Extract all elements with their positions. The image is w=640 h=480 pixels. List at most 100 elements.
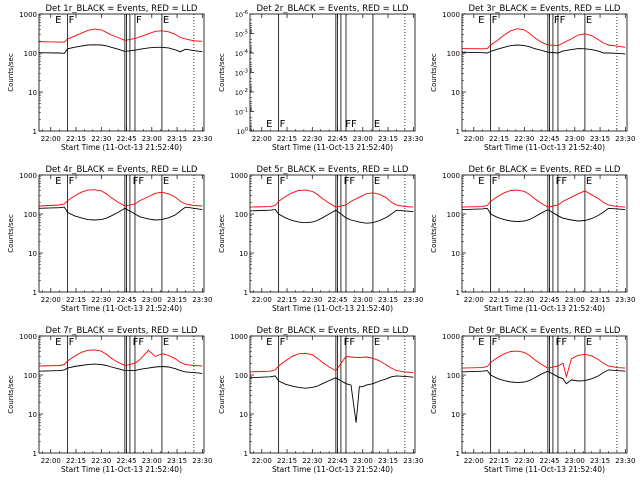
x-tick-label: 22:30 xyxy=(302,135,322,143)
x-tick-label: 23:15 xyxy=(590,457,610,465)
marker-label: E xyxy=(55,15,61,26)
plot-frame xyxy=(38,335,205,454)
marker-label: E xyxy=(374,337,380,348)
marker-label: E xyxy=(374,119,380,130)
y-tick-label: 100 xyxy=(237,127,248,136)
x-tick-label: 23:00 xyxy=(565,296,585,304)
y-tick-label: 10 xyxy=(451,250,460,258)
x-tick-label: 22:45 xyxy=(327,296,347,304)
y-tick-label: 10 xyxy=(451,89,460,97)
marker-label: E xyxy=(478,337,484,348)
y-axis-label: Counts/sec xyxy=(218,375,226,414)
marker-label: E xyxy=(163,337,169,348)
x-tick-label: 22:30 xyxy=(302,296,322,304)
y-tick-label: 10-3 xyxy=(235,69,248,78)
x-axis-label: Start Time (11-Oct-13 21:52:40) xyxy=(61,304,182,313)
y-tick-label: 10 xyxy=(451,411,460,419)
chart-title: Det 4r_BLACK = Events, RED = LLD xyxy=(46,165,198,175)
x-tick-label: 23:15 xyxy=(167,135,187,143)
x-tick-label: 22:00 xyxy=(252,135,272,143)
marker-label: E xyxy=(586,15,592,26)
x-tick-label: 22:00 xyxy=(464,135,484,143)
marker-label: E xyxy=(266,337,272,348)
lld-line xyxy=(461,350,626,379)
y-tick-label: 100 xyxy=(24,372,37,380)
y-tick-label: 1 xyxy=(244,450,248,458)
x-tick-label: 22:45 xyxy=(539,457,559,465)
y-tick-label: 1 xyxy=(456,289,460,297)
marker-label: F xyxy=(136,15,142,26)
marker-label: F xyxy=(492,337,498,348)
marker-label: FF xyxy=(344,337,356,348)
chart-title: Det 9r_BLACK = Events, RED = LLD xyxy=(469,326,621,336)
events-line xyxy=(38,206,203,221)
marker-label: F xyxy=(280,176,286,187)
x-tick-label: 23:15 xyxy=(378,135,398,143)
x-tick-label: 22:45 xyxy=(327,135,347,143)
x-tick-label: 22:30 xyxy=(91,296,111,304)
x-tick-label: 23:30 xyxy=(615,135,635,143)
marker-label: F xyxy=(492,15,498,26)
marker-label: FF xyxy=(554,15,566,26)
x-tick-label: 22:45 xyxy=(116,296,136,304)
x-tick-label: 23:30 xyxy=(615,457,635,465)
x-axis-label: Start Time (11-Oct-13 21:52:40) xyxy=(484,304,605,313)
y-tick-label: 1000 xyxy=(19,333,37,341)
lld-line xyxy=(38,349,203,367)
x-tick-label: 23:00 xyxy=(142,135,162,143)
y-tick-label: 1000 xyxy=(230,333,248,341)
x-tick-label: 22:00 xyxy=(464,296,484,304)
marker-label: FF xyxy=(133,337,145,348)
lld-line xyxy=(461,28,626,50)
marker-label: FF xyxy=(345,119,357,130)
y-tick-label: 100 xyxy=(447,372,460,380)
y-tick-label: 10 xyxy=(239,411,248,419)
lld-line xyxy=(38,189,203,207)
x-tick-label: 23:30 xyxy=(192,135,212,143)
events-line xyxy=(461,369,626,385)
y-tick-label: 1 xyxy=(456,450,460,458)
plot-frame xyxy=(249,335,416,454)
y-axis-label: Counts/sec xyxy=(430,214,438,253)
marker-label: FF xyxy=(556,337,568,348)
x-tick-label: 23:15 xyxy=(590,296,610,304)
lld-line xyxy=(38,28,203,43)
marker-label: F xyxy=(280,119,286,130)
x-axis-label: Start Time (11-Oct-13 21:52:40) xyxy=(272,304,393,313)
x-tick-label: 22:00 xyxy=(41,457,61,465)
x-tick-label: 22:00 xyxy=(41,135,61,143)
y-tick-label: 10-5 xyxy=(235,30,248,39)
marker-label: E xyxy=(55,176,61,187)
marker-label: E xyxy=(478,15,484,26)
y-tick-label: 1000 xyxy=(19,11,37,19)
events-line xyxy=(38,44,203,54)
x-tick-label: 22:15 xyxy=(277,296,297,304)
x-tick-label: 22:15 xyxy=(489,457,509,465)
events-line xyxy=(249,375,414,423)
y-tick-label: 100 xyxy=(235,372,248,380)
plot-frame xyxy=(461,335,628,454)
x-tick-label: 23:30 xyxy=(615,296,635,304)
y-axis-label: Counts/sec xyxy=(7,214,15,253)
x-tick-label: 22:30 xyxy=(514,296,534,304)
marker-label: E xyxy=(266,119,272,130)
x-tick-label: 23:30 xyxy=(403,135,423,143)
marker-label: E xyxy=(374,176,380,187)
x-tick-label: 22:00 xyxy=(252,296,272,304)
x-tick-label: 22:15 xyxy=(66,457,86,465)
y-axis-label: Counts/sec xyxy=(430,375,438,414)
marker-label: E xyxy=(163,15,169,26)
marker-label: E xyxy=(266,176,272,187)
marker-label: F xyxy=(280,337,286,348)
x-axis-label: Start Time (11-Oct-13 21:52:40) xyxy=(61,143,182,152)
y-tick-label: 1000 xyxy=(442,11,460,19)
x-tick-label: 22:45 xyxy=(539,296,559,304)
